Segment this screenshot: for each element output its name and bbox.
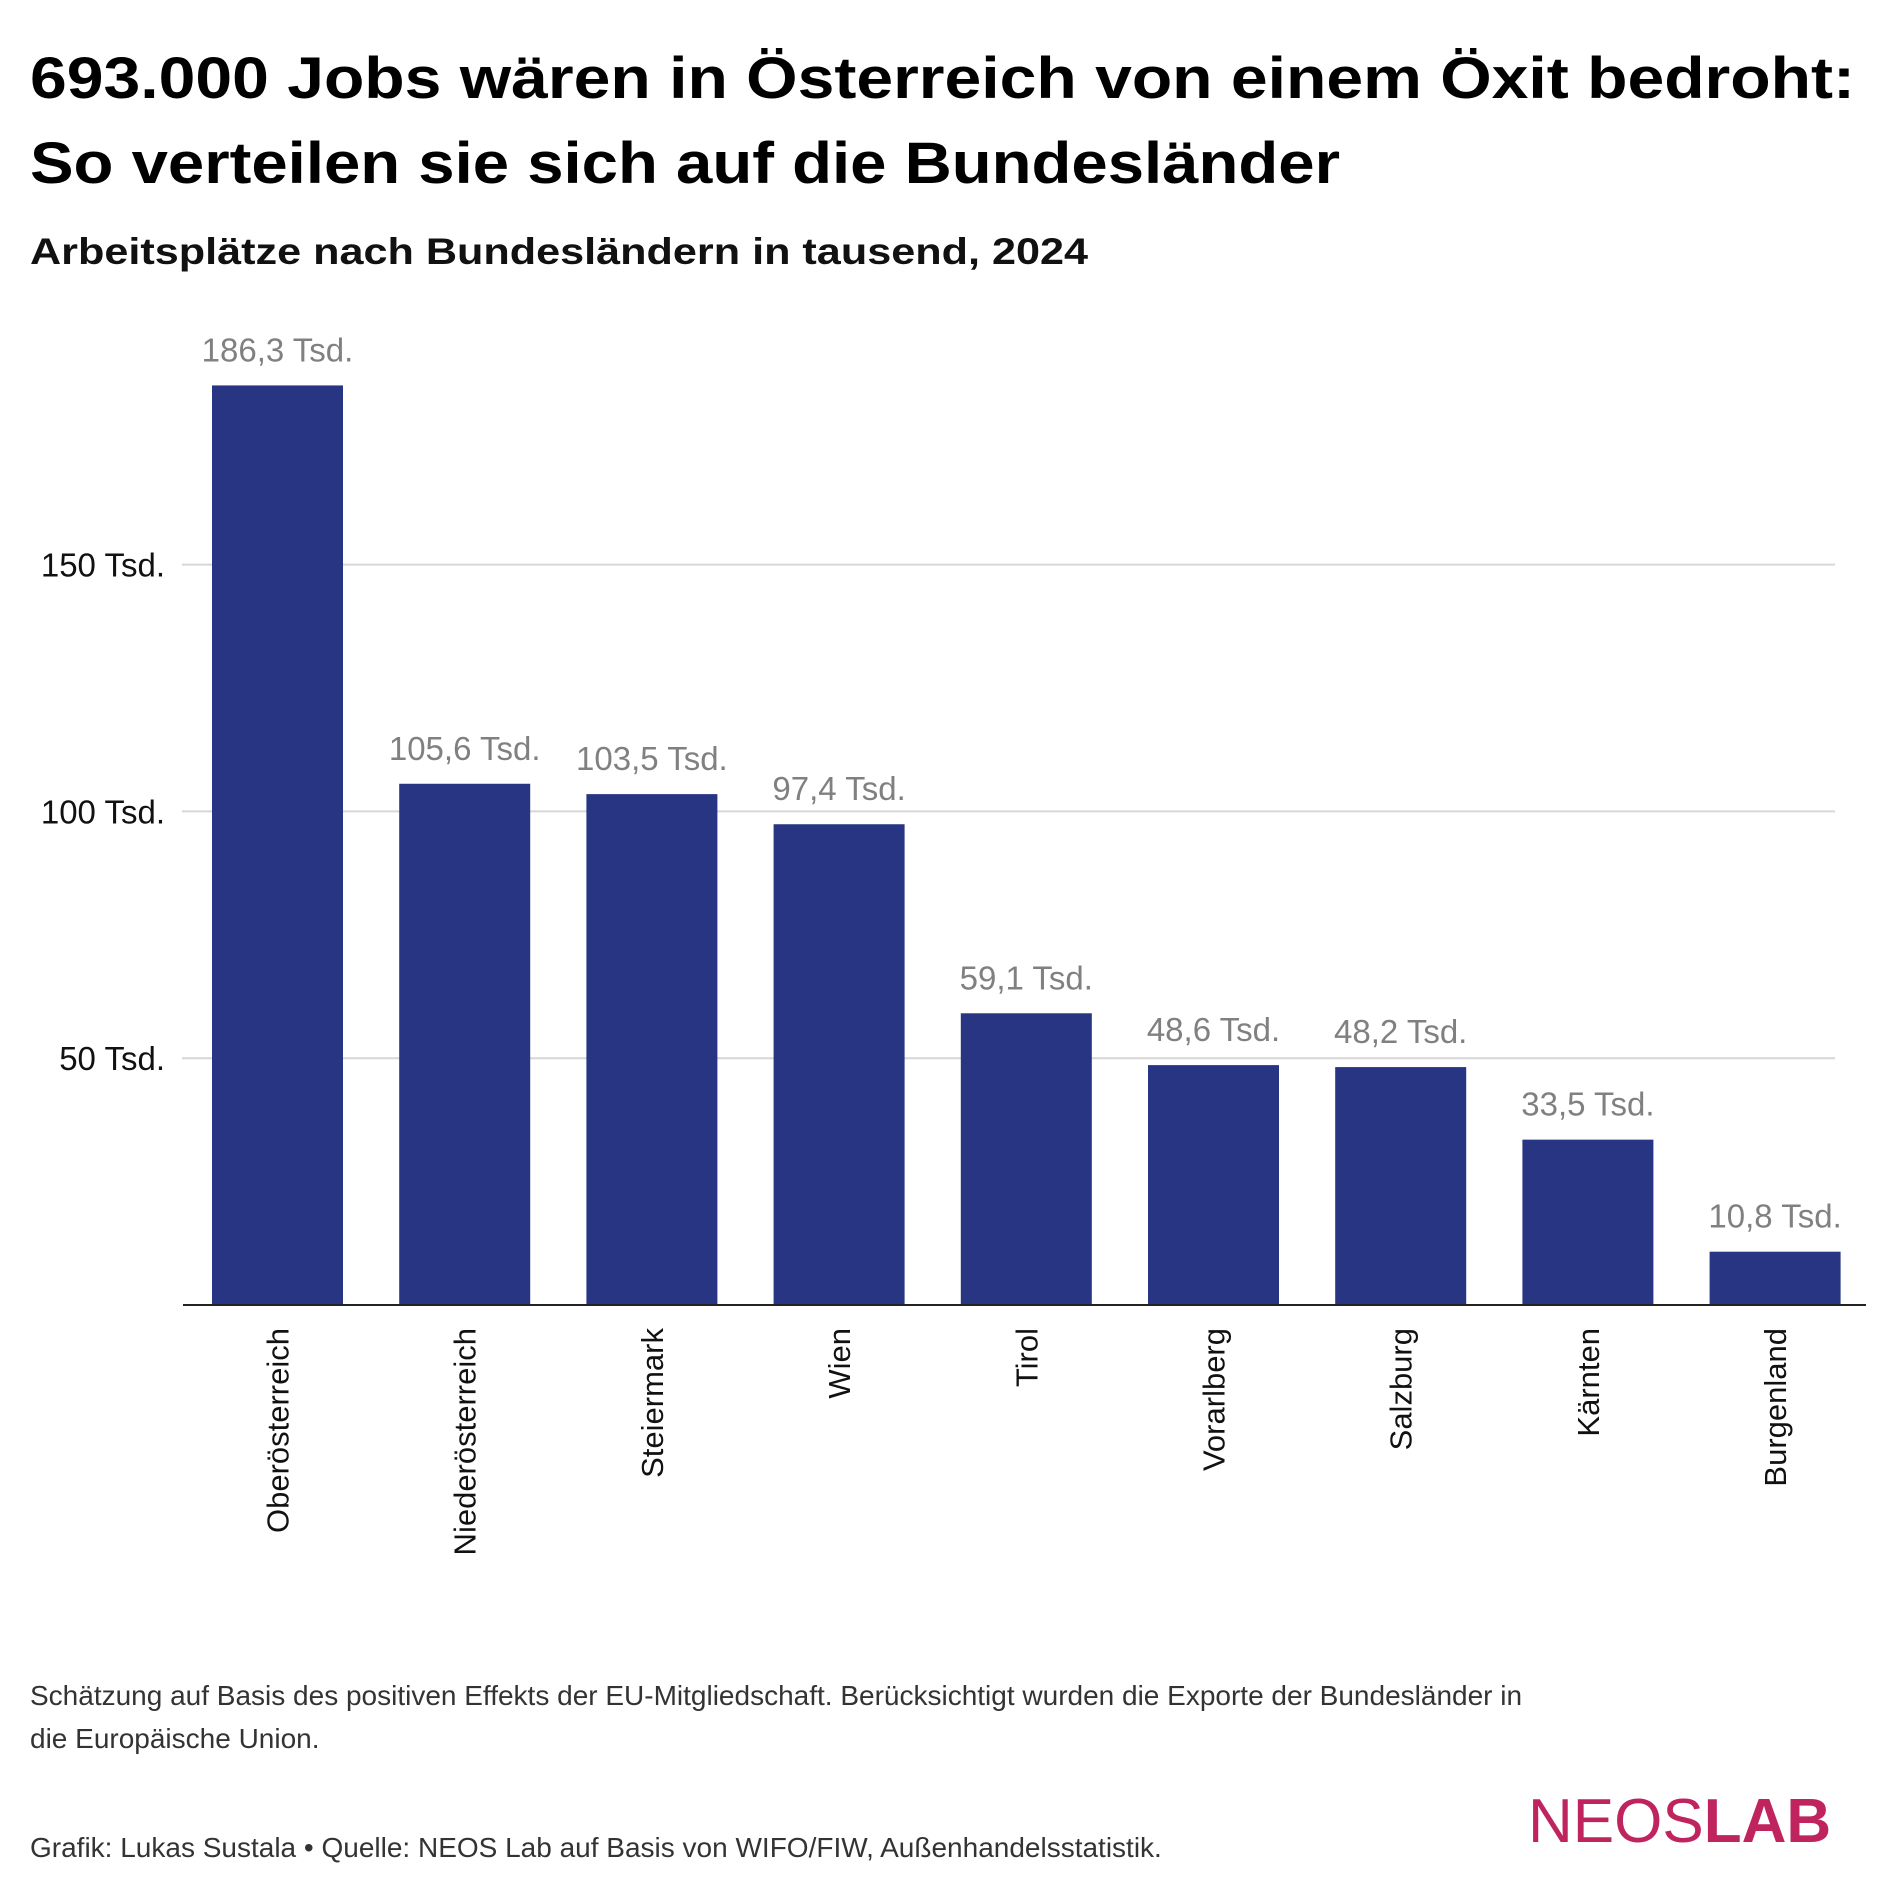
credit: Grafik: Lukas Sustala • Quelle: NEOS Lab… bbox=[30, 1832, 1162, 1863]
x-tick-label: Steiermark bbox=[635, 1328, 670, 1478]
value-label: 97,4 Tsd. bbox=[772, 770, 905, 807]
x-tick-label: Oberösterreich bbox=[261, 1328, 296, 1533]
value-label: 105,6 Tsd. bbox=[389, 730, 541, 767]
footnote-line1: Schätzung auf Basis des positiven Effekt… bbox=[30, 1680, 1522, 1711]
x-tick-label: Wien bbox=[822, 1328, 857, 1399]
bar-Oberösterreich bbox=[212, 385, 343, 1305]
bar-Wien bbox=[773, 824, 905, 1305]
x-tick-label: Tirol bbox=[1009, 1328, 1044, 1387]
bar-Burgenland bbox=[1709, 1251, 1841, 1305]
footnote-line2: die Europäische Union. bbox=[30, 1723, 320, 1754]
value-label: 33,5 Tsd. bbox=[1521, 1086, 1654, 1123]
x-tick-label: Salzburg bbox=[1384, 1328, 1419, 1450]
bar-Steiermark bbox=[586, 794, 718, 1305]
chart-title: 693.000 Jobs wären in Österreich von ein… bbox=[30, 46, 1855, 111]
bar-Vorarlberg bbox=[1148, 1065, 1279, 1305]
bar-Niederösterreich bbox=[399, 783, 531, 1305]
x-tick-label: Niederösterreich bbox=[448, 1328, 483, 1555]
value-label: 59,1 Tsd. bbox=[960, 959, 1093, 996]
chart-title-line2: So verteilen sie sich auf die Bundesländ… bbox=[30, 131, 1340, 196]
bars: 186,3 Tsd. Oberösterreich 105,6 Tsd. Nieder… bbox=[202, 331, 1842, 1555]
value-label: 48,6 Tsd. bbox=[1147, 1011, 1280, 1048]
value-label: 103,5 Tsd. bbox=[576, 740, 728, 777]
bar-Tirol bbox=[960, 1013, 1092, 1305]
y-tick-label: 100 Tsd. bbox=[41, 793, 165, 830]
x-tick-label: Burgenland bbox=[1758, 1328, 1793, 1487]
value-label: 48,2 Tsd. bbox=[1334, 1013, 1467, 1050]
x-tick-label: Kärnten bbox=[1571, 1328, 1606, 1437]
y-tick-label: 50 Tsd. bbox=[59, 1040, 165, 1077]
y-tick-label: 150 Tsd. bbox=[41, 547, 165, 584]
value-label: 10,8 Tsd. bbox=[1708, 1198, 1841, 1235]
x-tick-label: Vorarlberg bbox=[1197, 1328, 1232, 1471]
neos-lab-logo: NEOSLAB bbox=[1528, 1787, 1831, 1856]
bar-Kärnten bbox=[1522, 1139, 1654, 1305]
chart-subtitle: Arbeitsplätze nach Bundesländern in taus… bbox=[30, 231, 1088, 272]
value-label: 186,3 Tsd. bbox=[202, 331, 354, 368]
bar-Salzburg bbox=[1335, 1067, 1467, 1305]
